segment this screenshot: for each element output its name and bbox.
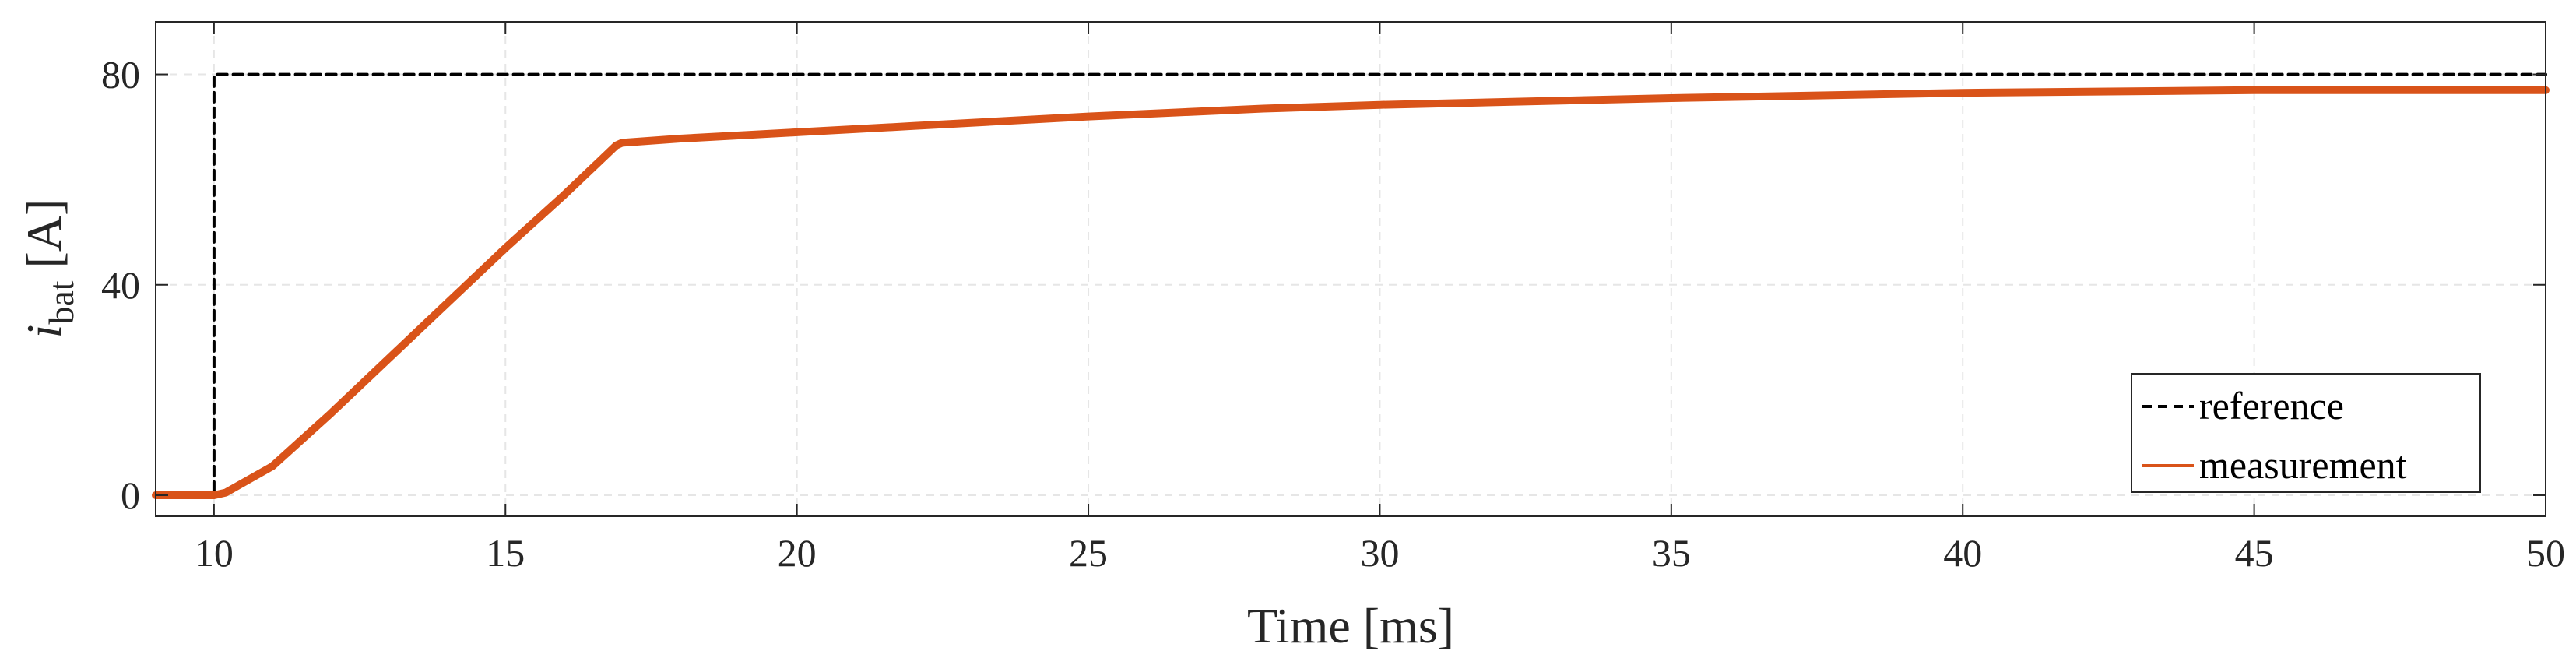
y-axis-label: ibat [A] [16, 199, 81, 339]
x-tick-label: 20 [778, 531, 817, 575]
y-tick-label: 0 [121, 473, 140, 517]
y-tick-label: 40 [101, 263, 140, 307]
svg-text:ibat[A]: ibat [A] [16, 199, 81, 339]
axes-box [155, 21, 2546, 517]
x-axis-label: Time [ms] [1247, 598, 1454, 653]
series-layer [152, 72, 2550, 499]
x-tick-label: 45 [2235, 531, 2274, 575]
series-line-measurement [152, 86, 2550, 499]
x-tick-label: 25 [1069, 531, 1108, 575]
legend-label-reference: reference [2199, 384, 2344, 427]
legend-label-measurement: measurement [2199, 443, 2407, 487]
y-axis-label-unit: [A] [16, 199, 72, 269]
x-tick-label: 10 [195, 531, 234, 575]
ticks: 10 15 20 25 30 35 40 45 50 0 40 80 [101, 22, 2565, 575]
x-tick-label: 35 [1652, 531, 1691, 575]
series-line-reference [154, 72, 2547, 497]
x-tick-label: 50 [2526, 531, 2565, 575]
x-tick-label: 30 [1360, 531, 1399, 575]
y-tick-label: 80 [101, 53, 140, 97]
legend-box [2131, 373, 2481, 493]
y-axis-label-subscript: bat [41, 280, 81, 324]
x-tick-label: 15 [486, 531, 525, 575]
legend: reference measurement [2131, 373, 2481, 493]
y-axis-label-base: i [16, 325, 72, 339]
x-tick-label: 40 [1943, 531, 1982, 575]
